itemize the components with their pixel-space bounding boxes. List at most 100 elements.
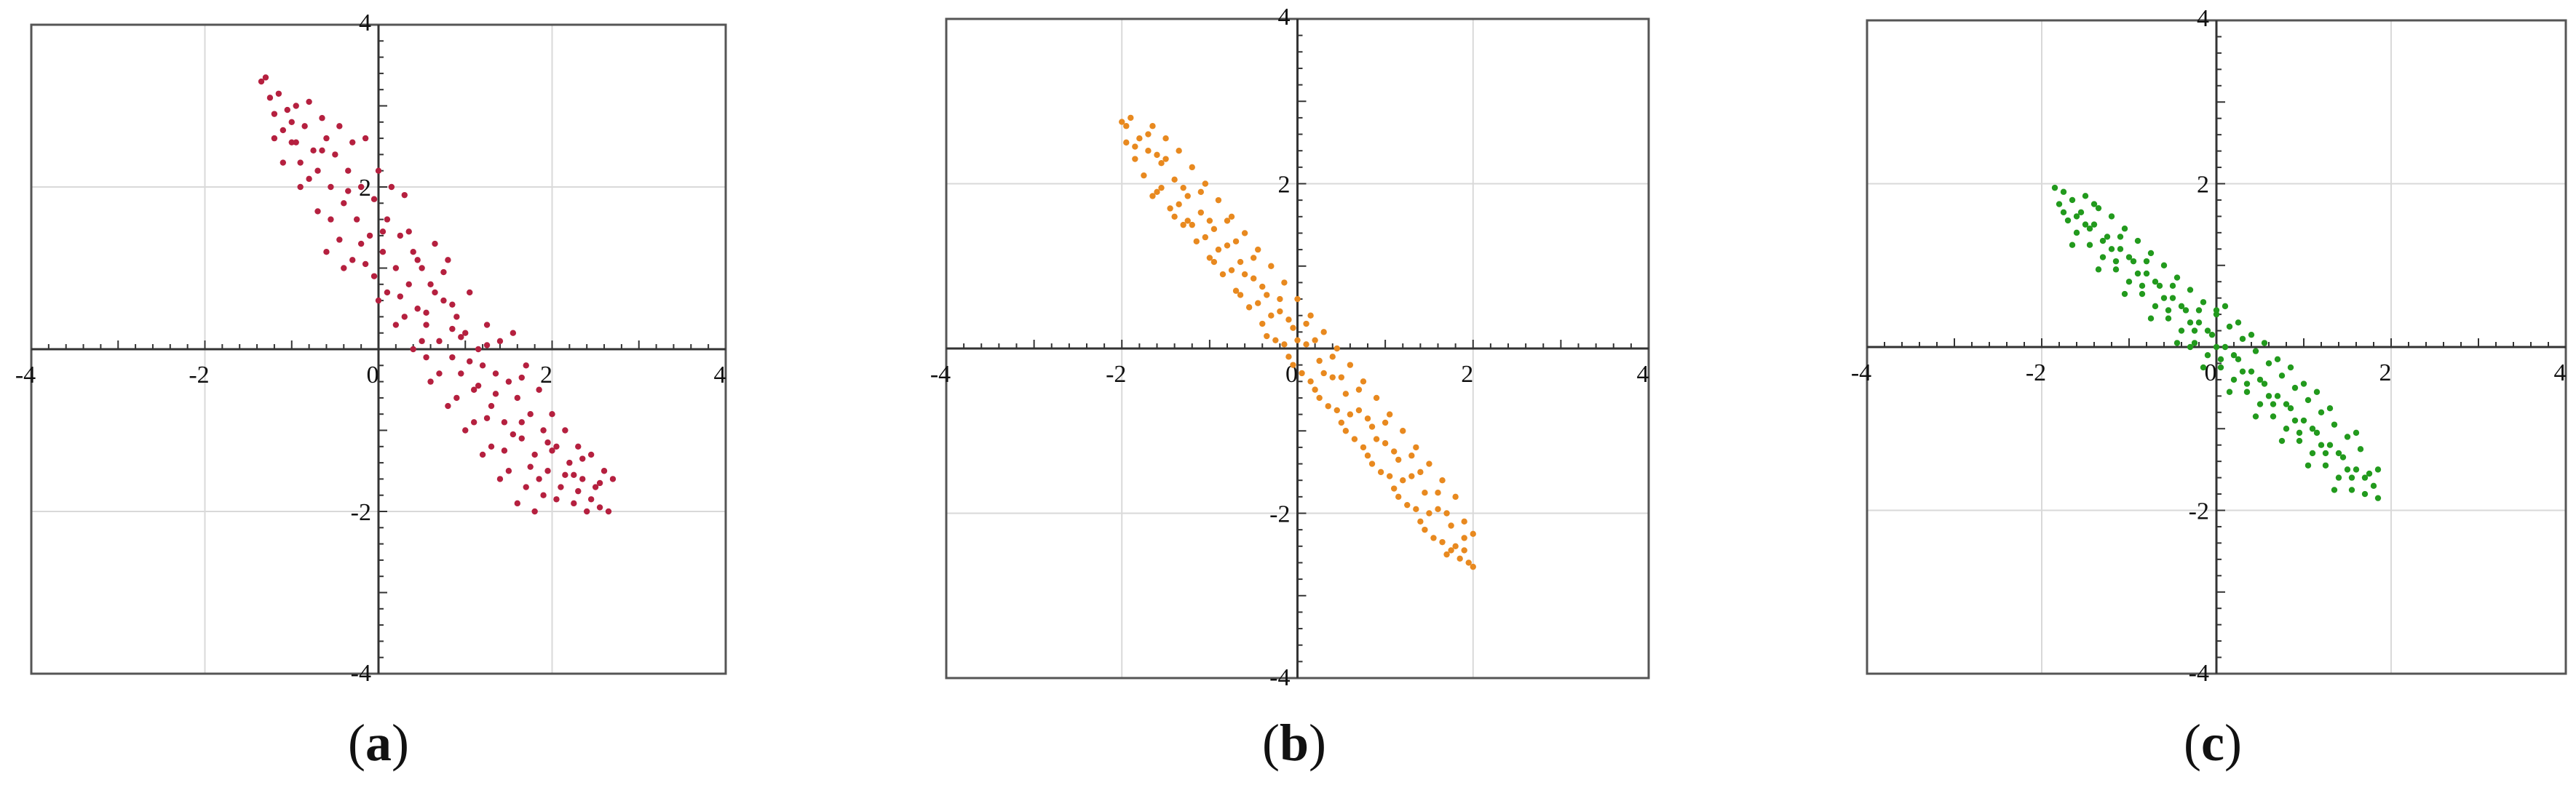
scatter-point [1408, 473, 1415, 479]
scatter-point [2086, 226, 2093, 232]
scatter-point [2086, 242, 2093, 248]
scatter-point [1417, 518, 1424, 525]
scatter-point [1206, 218, 1213, 224]
scatter-point [2139, 290, 2146, 298]
scatter-point [2200, 364, 2207, 371]
scatter-point [479, 362, 486, 369]
scatter-point [514, 500, 520, 507]
scatter-point [505, 378, 512, 385]
panel-caption: (b) [1262, 714, 1326, 772]
caption-open-paren: ( [348, 714, 365, 772]
scatter-point [323, 249, 330, 255]
scatter-point [1285, 316, 1292, 323]
scatter-point [1132, 143, 1138, 150]
scatter-point [1320, 329, 1327, 335]
scatter-point [2095, 204, 2102, 212]
scatter-point [2243, 380, 2251, 387]
scatter-point [2108, 213, 2115, 220]
scatter-point [1167, 205, 1173, 212]
scatter-point [436, 338, 443, 345]
scatter-point [1465, 559, 1472, 566]
scatter-point [2195, 319, 2203, 326]
scatter-point [319, 147, 325, 154]
scatter-point [1461, 518, 1467, 525]
scatter-point [1232, 287, 1240, 294]
scatter-point [2278, 372, 2286, 379]
scatter-point [2143, 270, 2150, 277]
scatter-point [549, 411, 555, 418]
scatter-point [449, 325, 456, 332]
scatter-point [2239, 368, 2246, 375]
scatter-point [293, 103, 299, 109]
scatter-point [2309, 426, 2316, 432]
scatter-point [336, 236, 343, 243]
scatter-point [2318, 442, 2325, 448]
scatter-point [1307, 378, 1314, 385]
scatter-point [475, 382, 482, 389]
scatter-point [1461, 535, 1467, 541]
scatter-point [310, 147, 317, 154]
scatter-point [1430, 535, 1437, 541]
scatter-point [1312, 337, 1318, 343]
scatter-point [2165, 307, 2172, 314]
scatter-point [1461, 547, 1467, 554]
scatter-point [449, 354, 456, 361]
scatter-point [2156, 282, 2163, 290]
scatter-point [1452, 493, 1459, 501]
scatter-point [445, 257, 451, 263]
scatter-point [540, 427, 547, 434]
caption-letter: b [1280, 714, 1309, 772]
scatter-point [1176, 201, 1182, 208]
scatter-point [1228, 267, 1235, 274]
scatter-point [1448, 522, 1454, 529]
y-tick-label: 4 [1278, 4, 1291, 31]
y-tick-label: 2 [2197, 172, 2209, 199]
scatter-point [280, 159, 287, 166]
scatter-point [553, 496, 560, 503]
scatter-point [1154, 188, 1160, 196]
scatter-point [1132, 156, 1138, 162]
scatter-point [2222, 343, 2229, 351]
scatter-point [375, 167, 382, 174]
scatter-point [2235, 356, 2242, 363]
scatter-point [323, 135, 330, 142]
scatter-point [2187, 319, 2194, 326]
scatter-point [341, 200, 347, 207]
scatter-point [505, 468, 512, 474]
scatter-point [1390, 448, 1398, 455]
x-tick-label: 4 [714, 362, 726, 388]
scatter-point [1325, 403, 1331, 410]
scatter-point [2335, 474, 2342, 481]
figure-panels: -4 -2 0 2 442-2-4(a)-4 -2 0 2 442-2-4(b)-4 -2 0 2 44… [15, 4, 2567, 772]
scatter-point [1281, 279, 1288, 286]
scatter-point [2134, 237, 2141, 244]
scatter-point [2331, 421, 2338, 428]
scatter-point [1299, 370, 1305, 377]
scatter-point [2230, 376, 2238, 383]
scatter-point [401, 191, 408, 199]
scatter-point [1355, 386, 1363, 393]
scatter-point [345, 167, 352, 174]
scatter-point [392, 265, 400, 271]
scatter-point [1171, 176, 1178, 183]
scatter-point [2182, 307, 2189, 314]
scatter-point [1219, 271, 1226, 278]
scatter-point [306, 175, 312, 183]
scatter-point [362, 135, 369, 142]
y-tick-label: -2 [351, 499, 371, 526]
scatter-point [1290, 362, 1296, 368]
scatter-point [2361, 490, 2369, 498]
scatter-point [2178, 303, 2185, 310]
scatter-point [483, 415, 491, 421]
scatter-point [1162, 135, 1169, 142]
scatter-point [2252, 413, 2259, 420]
scatter-point [544, 468, 551, 474]
scatter-point [1184, 193, 1191, 199]
scatter-point [1145, 131, 1152, 138]
scatter-point [1373, 436, 1380, 442]
scatter-point [2335, 450, 2342, 457]
scatter-point [496, 476, 504, 482]
scatter-point [1443, 551, 1450, 558]
scatter-series [1119, 114, 1476, 570]
scatter-point [2261, 380, 2268, 387]
